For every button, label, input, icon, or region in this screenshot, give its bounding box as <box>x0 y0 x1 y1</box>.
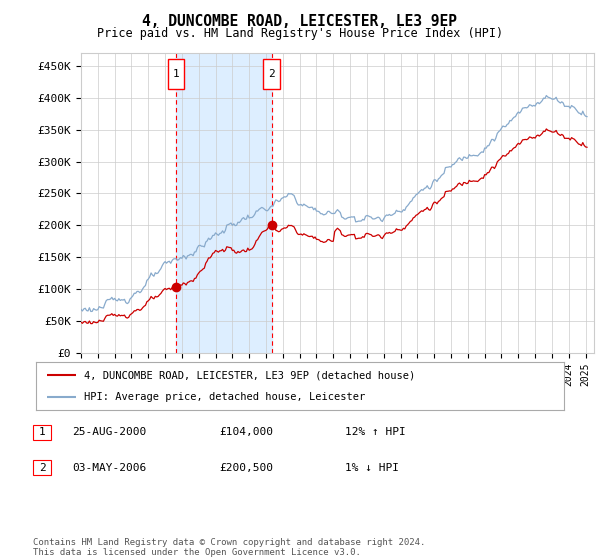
Text: £104,000: £104,000 <box>219 427 273 437</box>
Text: £200,500: £200,500 <box>219 463 273 473</box>
Text: Contains HM Land Registry data © Crown copyright and database right 2024.
This d: Contains HM Land Registry data © Crown c… <box>33 538 425 557</box>
Text: 1: 1 <box>173 69 179 79</box>
Text: 12% ↑ HPI: 12% ↑ HPI <box>345 427 406 437</box>
Text: 2: 2 <box>268 69 275 79</box>
Text: 25-AUG-2000: 25-AUG-2000 <box>72 427 146 437</box>
FancyBboxPatch shape <box>168 59 184 89</box>
Text: Price paid vs. HM Land Registry's House Price Index (HPI): Price paid vs. HM Land Registry's House … <box>97 27 503 40</box>
Text: 1% ↓ HPI: 1% ↓ HPI <box>345 463 399 473</box>
FancyBboxPatch shape <box>263 59 280 89</box>
Text: 2: 2 <box>38 463 46 473</box>
Text: 4, DUNCOMBE ROAD, LEICESTER, LE3 9EP (detached house): 4, DUNCOMBE ROAD, LEICESTER, LE3 9EP (de… <box>83 370 415 380</box>
Bar <box>176 53 272 353</box>
Text: 1: 1 <box>38 427 46 437</box>
Text: 4, DUNCOMBE ROAD, LEICESTER, LE3 9EP: 4, DUNCOMBE ROAD, LEICESTER, LE3 9EP <box>143 14 458 29</box>
Text: 03-MAY-2006: 03-MAY-2006 <box>72 463 146 473</box>
Text: HPI: Average price, detached house, Leicester: HPI: Average price, detached house, Leic… <box>83 392 365 402</box>
